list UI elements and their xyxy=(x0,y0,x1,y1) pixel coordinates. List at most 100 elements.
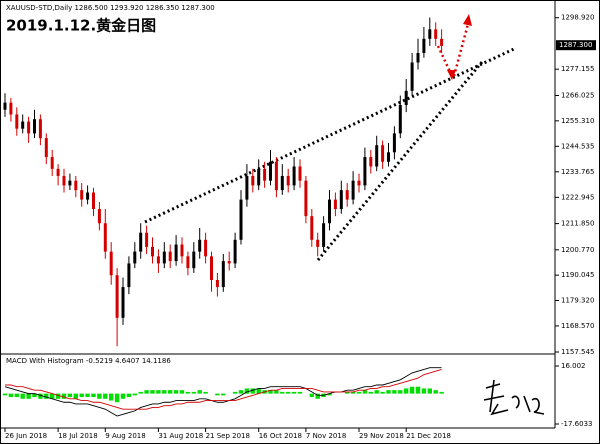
candle-body xyxy=(239,199,243,240)
candle-body xyxy=(115,275,119,318)
candle-body xyxy=(345,190,349,200)
histogram-bar xyxy=(38,393,43,399)
histogram-bar xyxy=(256,388,261,394)
histogram-bar xyxy=(191,391,196,394)
histogram-bar xyxy=(168,390,173,394)
histogram-bar xyxy=(120,393,126,399)
candle-body xyxy=(3,102,7,110)
candle-body xyxy=(38,119,42,139)
candle-body xyxy=(375,145,379,167)
candle-body xyxy=(357,180,361,186)
y-tick-label: 1179.320 xyxy=(561,297,594,305)
candle-body xyxy=(145,232,149,247)
candle-body xyxy=(151,246,154,257)
histogram-bar xyxy=(392,390,397,394)
histogram-bar xyxy=(162,390,167,394)
candle-body xyxy=(428,29,432,39)
y-tick-label: 1266.025 xyxy=(561,92,594,100)
candle-body xyxy=(310,216,314,240)
current-price-label: 1287.300 xyxy=(559,41,592,49)
y-tick-label: 16.002 xyxy=(561,362,586,370)
histogram-bar xyxy=(232,391,238,394)
candle-body xyxy=(44,138,48,158)
histogram-bar xyxy=(409,386,415,394)
histogram-bar xyxy=(8,393,14,398)
y-tick-label: 1200.770 xyxy=(561,246,594,254)
candle-body xyxy=(62,175,66,186)
candle-body xyxy=(434,29,438,39)
candle-body xyxy=(221,261,225,288)
histogram-bar xyxy=(179,390,185,394)
x-tick-label: 21 Sep 2018 xyxy=(206,432,250,440)
candle-body xyxy=(416,52,420,63)
candle-body xyxy=(50,157,54,169)
candle-body xyxy=(422,38,426,53)
histogram-bar xyxy=(309,393,314,398)
histogram-bar xyxy=(14,393,19,398)
histogram-bar xyxy=(20,393,25,399)
candle-body xyxy=(86,192,90,200)
histogram-bar xyxy=(73,393,78,399)
histogram-bar xyxy=(85,393,90,398)
candle-body xyxy=(156,256,160,264)
histogram-bar xyxy=(386,390,391,394)
histogram-bar xyxy=(2,393,8,396)
candle-body xyxy=(103,223,107,252)
histogram-bar xyxy=(345,391,350,394)
histogram-bar xyxy=(138,391,143,394)
candle-body xyxy=(204,239,208,257)
candle-body xyxy=(192,251,196,269)
trend-line xyxy=(144,46,517,224)
histogram-bar xyxy=(26,393,31,399)
histogram-bar xyxy=(44,393,49,399)
candle-body xyxy=(280,175,284,191)
histogram-bar xyxy=(421,388,427,394)
candle-body xyxy=(292,166,296,186)
histogram-bar xyxy=(97,393,102,399)
candle-body xyxy=(180,244,184,257)
histogram-bar xyxy=(374,390,379,394)
histogram-bar xyxy=(67,393,73,398)
macd-line xyxy=(4,367,442,417)
macd-line xyxy=(5,369,442,410)
candle-body xyxy=(339,190,343,210)
candle-body xyxy=(74,180,78,191)
histogram-bar xyxy=(91,393,96,398)
y-tick-label: 1211.850 xyxy=(561,220,594,228)
histogram-bar xyxy=(238,390,244,394)
candle-body xyxy=(133,251,137,264)
histogram-bar xyxy=(404,388,409,394)
candle-body xyxy=(56,168,60,176)
x-tick-label: 26 Jun 2018 xyxy=(5,432,47,440)
candle-body xyxy=(233,239,237,264)
candle-body xyxy=(333,199,337,210)
y-tick-label: -17.6033 xyxy=(561,420,592,428)
histogram-bar xyxy=(350,391,356,394)
candle-body xyxy=(363,157,367,186)
candle-body xyxy=(257,168,261,186)
candle-body xyxy=(97,209,101,224)
histogram-bar xyxy=(185,391,191,394)
histogram-bar xyxy=(274,390,279,394)
candle-body xyxy=(68,180,72,186)
candle-body xyxy=(263,168,267,181)
candle-body xyxy=(381,145,385,162)
candle-body xyxy=(274,161,278,191)
y-tick-label: 1298.920 xyxy=(561,14,594,22)
histogram-bar xyxy=(126,393,132,398)
histogram-bar xyxy=(103,393,108,399)
candle-body xyxy=(121,287,125,318)
candle-body xyxy=(186,256,190,269)
x-tick-label: 18 Jul 2018 xyxy=(58,432,98,440)
candle-body xyxy=(369,157,373,167)
y-tick-label: 1157.545 xyxy=(561,348,594,356)
candle-body xyxy=(304,180,308,217)
histogram-bar xyxy=(427,388,432,394)
x-tick-label: 31 Aug 2018 xyxy=(158,432,203,440)
candle-body xyxy=(80,190,84,200)
histogram-bar xyxy=(132,393,137,396)
histogram-bar xyxy=(250,388,255,394)
histogram-bar xyxy=(291,391,297,394)
